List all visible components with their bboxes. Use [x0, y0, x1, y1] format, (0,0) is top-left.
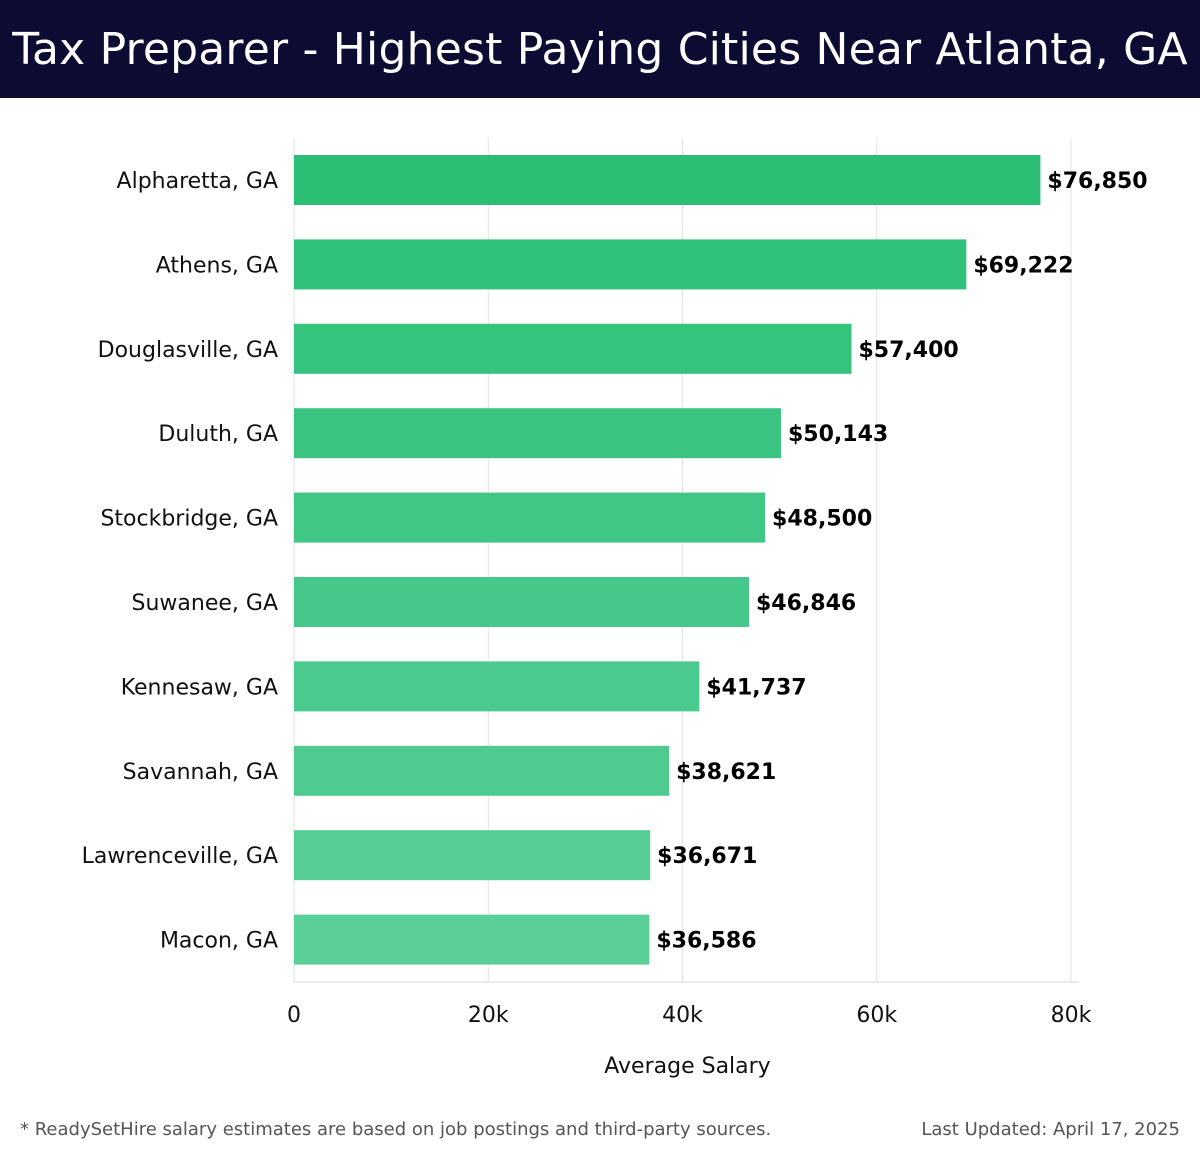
- category-label: Savannah, GA: [123, 760, 278, 785]
- salary-bar-chart: Alpharetta, GA $76,850 Athens, GA $69,222 Do…: [82, 138, 1148, 1079]
- value-label: $36,671: [657, 844, 757, 869]
- bar: [294, 914, 650, 965]
- tick-label: 40k: [662, 1003, 703, 1028]
- value-label: $38,621: [676, 760, 776, 785]
- footnote: * ReadySetHire salary estimates are base…: [20, 1119, 772, 1140]
- bar: [294, 830, 651, 881]
- chart-title: Tax Preparer - Highest Paying Cities Nea…: [12, 23, 1188, 75]
- tick-label: 60k: [856, 1003, 897, 1028]
- value-label: $50,143: [788, 422, 888, 447]
- category-label: Kennesaw, GA: [121, 675, 278, 700]
- bar: [294, 745, 670, 796]
- value-label: $69,222: [973, 253, 1073, 278]
- tick-label: 0: [287, 1003, 301, 1028]
- chart-header: Tax Preparer - Highest Paying Cities Nea…: [0, 0, 1200, 98]
- bar: [294, 577, 749, 627]
- category-label: Macon, GA: [160, 929, 278, 954]
- bar: [294, 661, 700, 712]
- value-label: $46,846: [756, 591, 856, 616]
- x-axis-title: Average Salary: [604, 1054, 770, 1079]
- category-label: Alpharetta, GA: [117, 169, 278, 194]
- last-updated: Last Updated: April 17, 2025: [921, 1119, 1180, 1140]
- bar: [294, 323, 852, 374]
- category-label: Suwanee, GA: [132, 591, 278, 616]
- category-label: Stockbridge, GA: [100, 507, 278, 532]
- bar: [294, 408, 782, 459]
- category-label: Douglasville, GA: [98, 338, 278, 363]
- value-label: $76,850: [1047, 169, 1147, 194]
- value-label: $57,400: [858, 338, 958, 363]
- bar: [294, 239, 967, 290]
- value-label: $36,586: [656, 929, 756, 954]
- bar: [294, 155, 1041, 205]
- value-label: $41,737: [706, 675, 806, 700]
- category-label: Lawrenceville, GA: [82, 844, 278, 869]
- tick-label: 20k: [468, 1003, 509, 1028]
- category-label: Athens, GA: [156, 253, 278, 278]
- tick-label: 80k: [1051, 1003, 1092, 1028]
- bar: [294, 492, 766, 543]
- category-label: Duluth, GA: [158, 422, 278, 447]
- value-label: $48,500: [772, 507, 872, 532]
